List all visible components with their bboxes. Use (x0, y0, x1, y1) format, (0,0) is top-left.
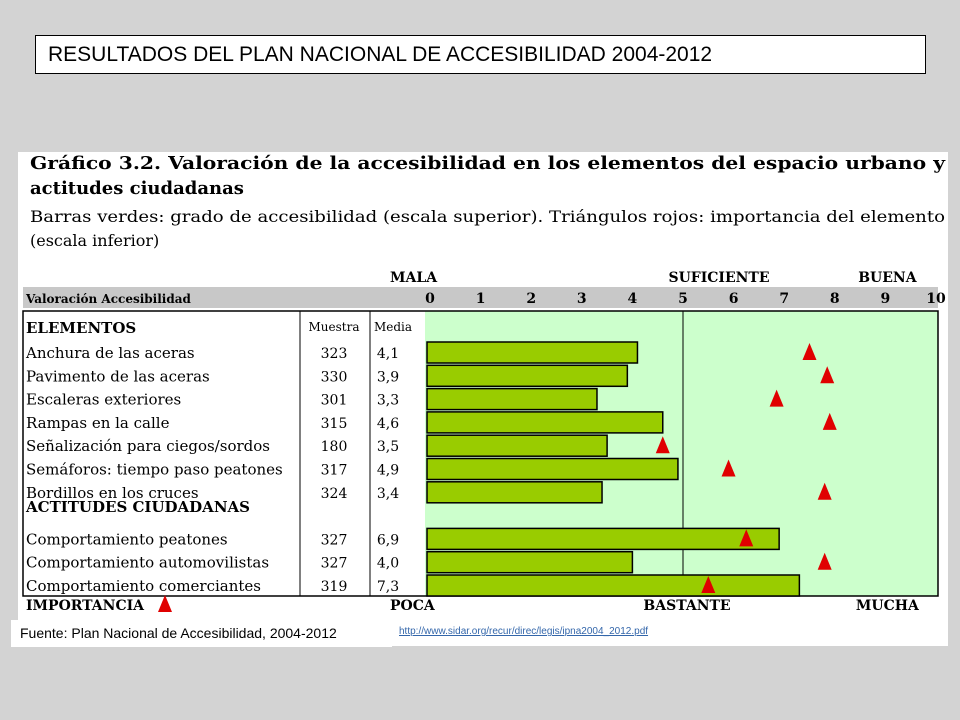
importance-triangle-0-3 (822, 412, 837, 430)
tick-label-1: 1 (476, 291, 486, 307)
row-label-0-5: Semáforos: tiempo paso peatones (26, 461, 283, 479)
row-muestra-1-0: 327 (321, 532, 348, 548)
chart-body: MALA SUFICIENTE BUENA Valoración Accesibili… (22, 270, 946, 614)
tick-label-4: 4 (628, 291, 638, 307)
bar-0-0 (426, 341, 639, 364)
row-muestra-0-6: 324 (321, 486, 348, 502)
tick-label-6: 6 (729, 291, 739, 307)
importance-triangle-0-0 (802, 343, 817, 360)
row-label-0-2: Escaleras exteriores (26, 391, 181, 409)
tick-label-8: 8 (830, 291, 840, 307)
tick-label-3: 3 (577, 291, 587, 307)
importance-triangle-0-4 (655, 436, 670, 454)
tick-label-10: 10 (926, 291, 946, 307)
row-muestra-0-2: 301 (321, 393, 348, 409)
chart-title-line2: actitudes ciudadanas (30, 178, 244, 199)
importance-triangle-0-5 (721, 459, 736, 477)
row-label-0-3: Rampas en la calle (26, 414, 170, 432)
header-row-label: Valoración Accesibilidad (25, 292, 192, 306)
slide-title: RESULTADOS DEL PLAN NACIONAL DE ACCESIBI… (35, 35, 926, 74)
row-media-0-3: 4,6 (377, 416, 399, 432)
bar-0-5 (426, 457, 679, 481)
tick-label-7: 7 (779, 291, 789, 307)
row-media-0-4: 3,5 (377, 439, 399, 455)
scale-label-suficiente: SUFICIENTE (668, 270, 769, 286)
row-muestra-0-1: 330 (321, 369, 348, 385)
group-header-1: ACTITUDES CIUDADANAS (25, 498, 250, 516)
row-media-0-6: 3,4 (377, 486, 399, 502)
header-band (23, 287, 938, 308)
group-header-0: ELEMENTOS (26, 319, 136, 337)
tick-label-2: 2 (526, 291, 536, 307)
row-muestra-0-0: 323 (321, 346, 348, 362)
bottom-label-poca: POCA (390, 598, 436, 614)
row-media-0-5: 4,9 (377, 463, 399, 479)
bar-0-1 (426, 364, 629, 388)
chart-subtitle-line1: Barras verdes: grado de accesibilidad (e… (30, 207, 945, 226)
row-label-0-6: Bordillos en los cruces (26, 484, 199, 502)
chart-title-line1: Gráfico 3.2. Valoración de la accesibili… (30, 153, 946, 174)
row-muestra-1-1: 327 (321, 556, 348, 572)
row-label-0-0: Anchura de las aceras (25, 344, 195, 362)
source-note: Fuente: Plan Nacional de Accesibilidad, … (11, 620, 392, 647)
bar-0-2 (426, 387, 598, 411)
row-media-0-2: 3,3 (377, 393, 399, 409)
row-label-1-1: Comportamiento automovilistas (26, 554, 269, 572)
chart-subtitle-line2: (escala inferior) (30, 231, 159, 250)
col-header-media: Media (374, 320, 412, 334)
row-label-0-4: Señalización para ciegos/sordos (26, 437, 270, 455)
row-muestra-0-3: 315 (321, 416, 348, 432)
bar-0-4 (426, 434, 608, 457)
source-link[interactable]: http://www.sidar.org/recur/direc/legis/i… (399, 626, 649, 637)
tick-label-0: 0 (425, 291, 435, 307)
importance-triangle-1-1 (817, 552, 832, 570)
importance-legend-triangle (158, 595, 172, 612)
row-media-0-0: 4,1 (377, 346, 399, 362)
row-media-1-2: 7,3 (377, 579, 399, 595)
scale-label-buena: BUENA (858, 270, 918, 286)
chart-panel: Gráfico 3.2. Valoración de la accesibili… (18, 152, 948, 646)
scale-label-mala: MALA (390, 270, 438, 286)
accessibility-chart: Gráfico 3.2. Valoración de la accesibili… (22, 153, 946, 614)
tick-label-9: 9 (881, 291, 891, 307)
bar-1-0 (426, 527, 780, 551)
row-label-1-0: Comportamiento peatones (26, 530, 228, 548)
row-media-1-1: 4,0 (377, 556, 399, 572)
tick-label-5: 5 (678, 291, 688, 307)
bar-0-3 (426, 411, 664, 434)
row-label-1-2: Comportamiento comerciantes (26, 577, 261, 595)
bottom-label-mucha: MUCHA (856, 598, 920, 614)
importance-triangle-0-1 (820, 366, 835, 384)
row-muestra-0-4: 180 (321, 439, 348, 455)
bar-1-2 (426, 574, 801, 597)
bar-1-1 (426, 550, 634, 574)
row-muestra-0-5: 317 (321, 463, 348, 479)
row-media-1-0: 6,9 (377, 532, 399, 548)
col-header-muestra: Muestra (309, 320, 360, 334)
row-muestra-1-2: 319 (321, 579, 348, 595)
importance-triangle-1-2 (701, 576, 716, 593)
importance-triangle-0-6 (817, 482, 832, 500)
row-media-0-1: 3,9 (377, 369, 399, 385)
bar-0-6 (426, 481, 603, 504)
row-label-0-1: Pavimento de las aceras (26, 367, 210, 385)
importance-triangle-0-2 (769, 389, 784, 407)
importance-triangle-1-0 (739, 529, 754, 547)
importance-label: IMPORTANCIA (26, 598, 145, 614)
bottom-label-bastante: BASTANTE (643, 598, 730, 614)
